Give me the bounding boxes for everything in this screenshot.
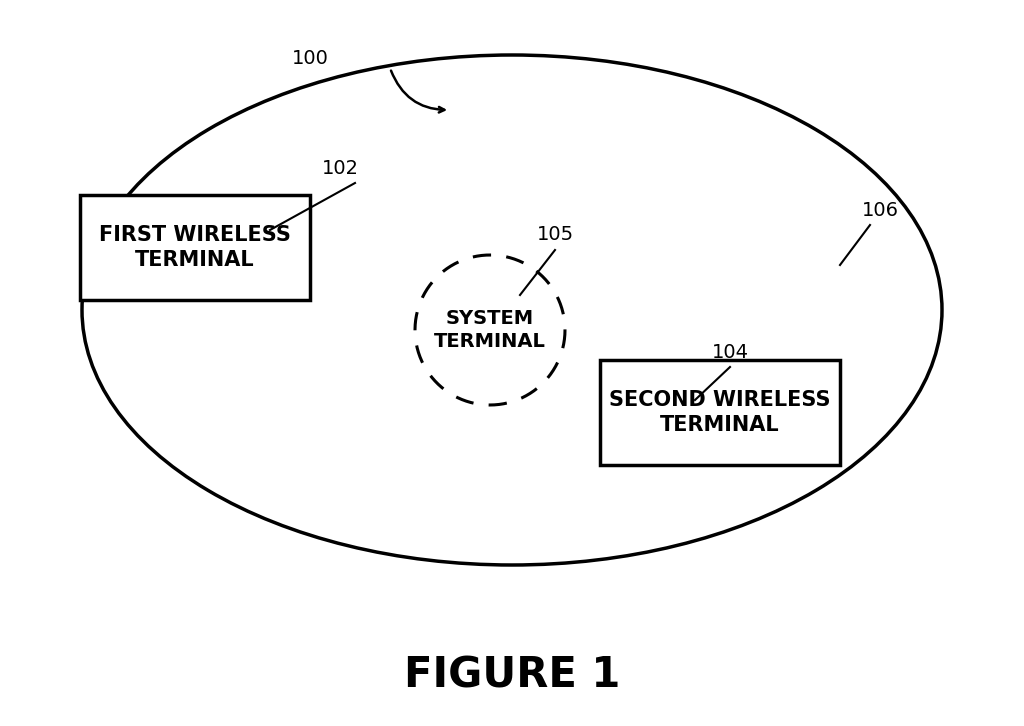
Bar (80, 195, 310, 300)
Text: FIRST WIRELESS
TERMINAL: FIRST WIRELESS TERMINAL (99, 225, 291, 270)
Text: FIGURE 1: FIGURE 1 (403, 654, 621, 696)
Text: SECOND WIRELESS
TERMINAL: SECOND WIRELESS TERMINAL (609, 390, 830, 435)
Text: 104: 104 (712, 343, 749, 362)
Ellipse shape (82, 55, 942, 565)
Text: 106: 106 (861, 200, 898, 219)
Text: 100: 100 (292, 49, 329, 68)
Text: 102: 102 (322, 158, 358, 177)
Text: 105: 105 (537, 226, 573, 245)
Bar (600, 360, 840, 465)
Text: SYSTEM
TERMINAL: SYSTEM TERMINAL (434, 309, 546, 351)
